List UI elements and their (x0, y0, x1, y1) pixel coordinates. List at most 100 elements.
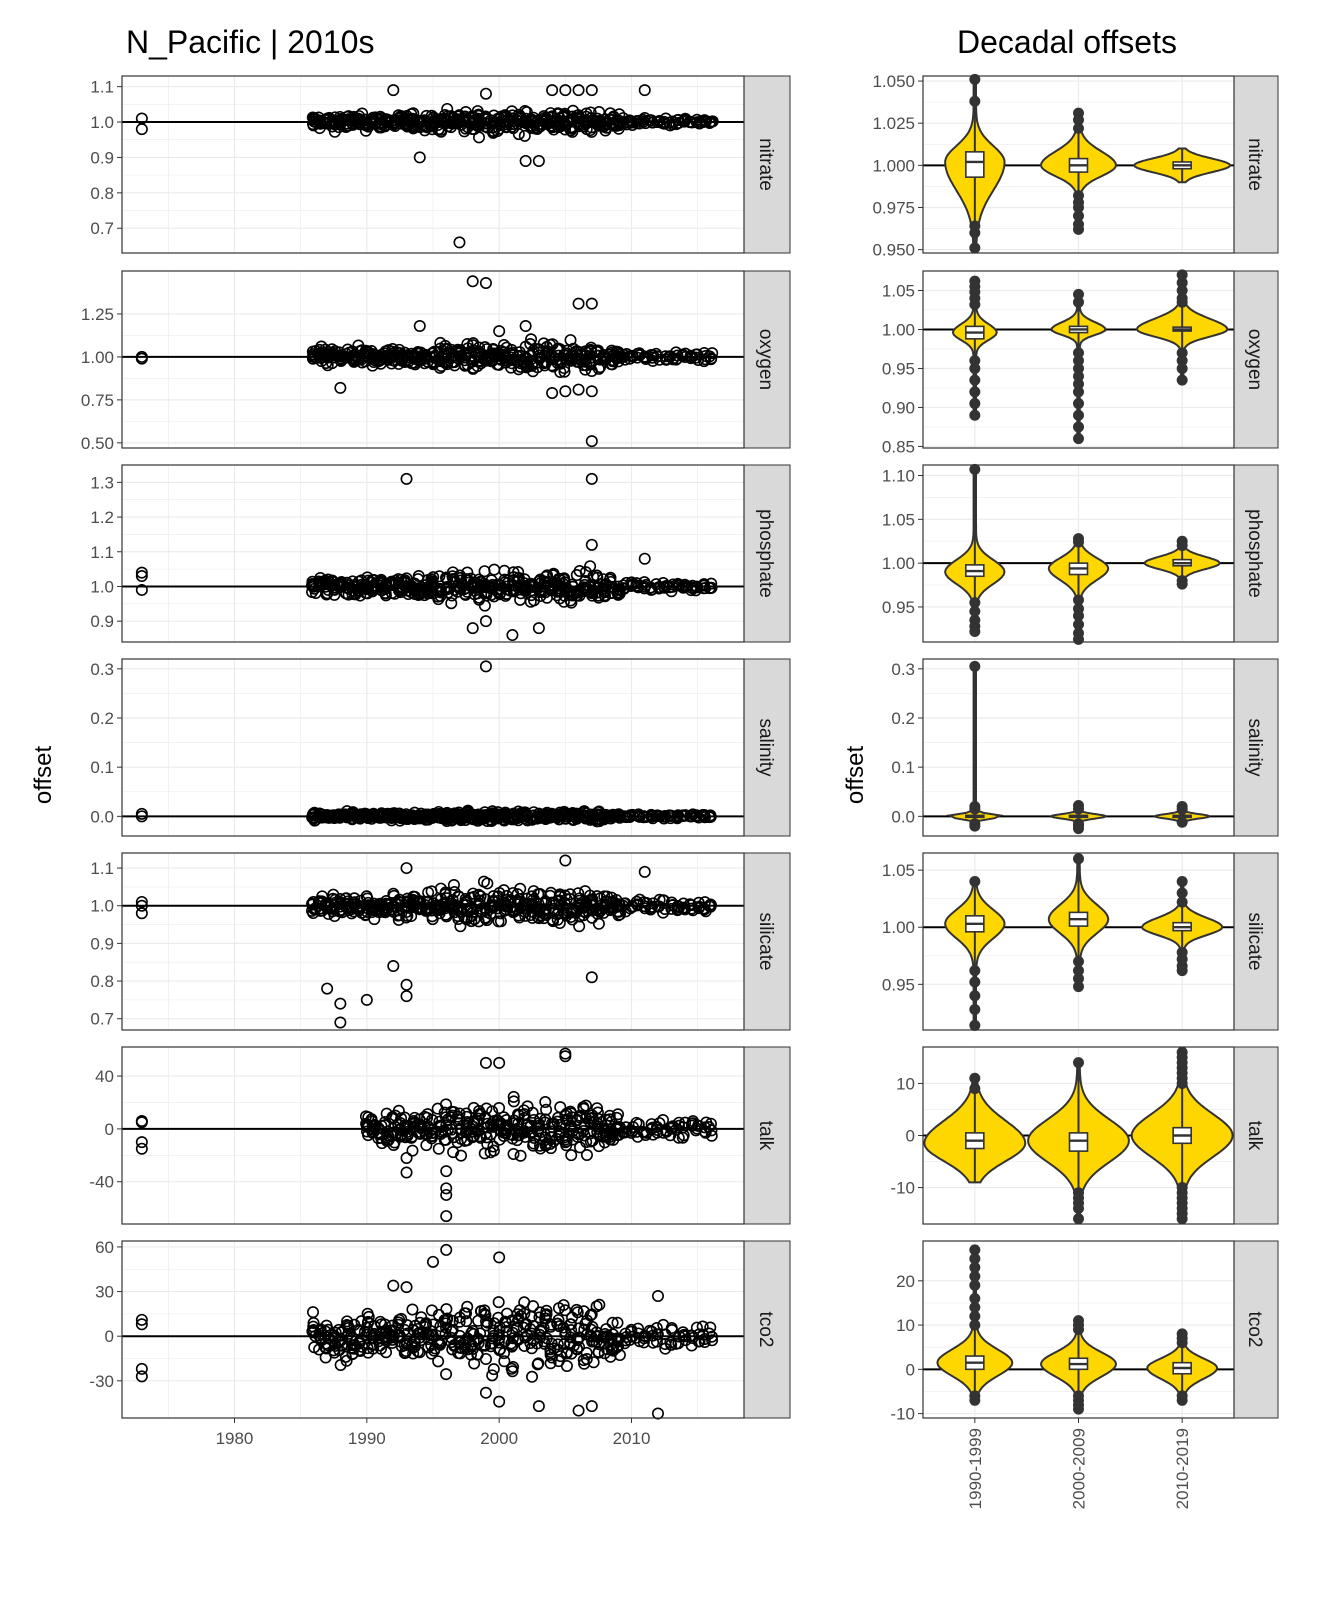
scatter-point (493, 325, 506, 338)
scatter-point (341, 1315, 354, 1328)
scatter-point (459, 582, 472, 595)
scatter-point (135, 112, 148, 125)
scatter-point (697, 809, 710, 822)
right-y-tick-label: 0.95 (882, 975, 915, 994)
boxplot-outlier (969, 1279, 981, 1291)
boxplot-outlier (1176, 1337, 1188, 1349)
right-y-tick-label: 20 (896, 1272, 915, 1291)
left-facet-label-phosphate: phosphate (755, 509, 776, 598)
left-points-salinity (135, 660, 717, 828)
left-y-tick-label: 0 (105, 1327, 114, 1346)
scatter-point (439, 1098, 452, 1111)
boxplot-outlier (969, 965, 981, 977)
scatter-point (637, 810, 650, 823)
scatter-point (558, 365, 571, 378)
scatter-point (597, 1122, 610, 1135)
scatter-point (532, 888, 545, 901)
left-facet-strip (743, 464, 791, 643)
boxplot-outlier (1176, 803, 1188, 815)
right-y-tick-label: 1.05 (882, 281, 915, 300)
left-x-tick-label: 2000 (480, 1429, 518, 1448)
boxplot-outlier (969, 1003, 981, 1015)
scatter-point (438, 1314, 451, 1327)
scatter-point (477, 875, 490, 888)
scatter-point (354, 1344, 367, 1357)
left-panel-silicate: 0.7 0.8 0.9 1.0 1.1 silicate (90, 852, 791, 1031)
scatter-point (532, 1117, 545, 1130)
right-violin-facets: 0.9500.9751.0001.0251.050nitrate0.850.90… (872, 72, 1279, 1509)
scatter-point (512, 909, 525, 922)
scatter-point (512, 128, 525, 141)
scatter-point (445, 597, 458, 610)
boxplot-outlier (1073, 633, 1084, 645)
scatter-point (413, 151, 426, 164)
left-y-tick-label: 1.2 (90, 508, 114, 527)
scatter-point (525, 890, 538, 903)
boxplot-outlier (1073, 190, 1084, 202)
scatter-point (439, 1125, 452, 1138)
scatter-point (559, 854, 572, 867)
scatter-point (572, 887, 585, 900)
boxplot-outlier (1073, 1213, 1084, 1225)
scatter-point (306, 586, 319, 599)
scatter-point (686, 904, 699, 917)
scatter-point (630, 579, 643, 592)
scatter-point (511, 1108, 524, 1121)
scatter-point (135, 899, 148, 912)
scatter-point (479, 354, 492, 367)
scatter-point (584, 560, 597, 573)
left-panel-border (121, 75, 745, 254)
scatter-point (387, 959, 400, 972)
scatter-point (525, 333, 538, 346)
right-panel-salinity: 0.0 0.1 0.2 0.3 salinity (891, 658, 1279, 837)
scatter-point (319, 1351, 332, 1364)
scatter-point (307, 896, 320, 909)
right-y-tick-label: 10 (896, 1316, 915, 1335)
scatter-point (617, 348, 630, 361)
scatter-point (603, 1109, 616, 1122)
scatter-point (400, 1337, 413, 1350)
scatter-point (644, 114, 657, 127)
scatter-point (453, 236, 466, 249)
right-y-tick-label: 0.90 (882, 398, 915, 417)
scatter-point (638, 84, 651, 97)
scatter-point (612, 1108, 625, 1121)
scatter-point (334, 1016, 347, 1029)
scatter-point (645, 810, 658, 823)
boxplot-outlier (969, 1319, 981, 1331)
scatter-point (418, 586, 431, 599)
right-panel-tco2: -10 0 10 20 tco2 1990-1999 2000-2009 2010-2019 (890, 1240, 1279, 1509)
scatter-point (321, 982, 334, 995)
scatter-point (422, 1341, 435, 1354)
scatter-point (398, 1323, 411, 1336)
left-panel-nitrate: 0.7 0.8 0.9 1.0 1.1 nitrate (90, 75, 791, 254)
scatter-point (659, 350, 672, 363)
boxplot-outlier (969, 374, 981, 386)
left-facet-label-tco2: tco2 (755, 1312, 776, 1348)
scatter-point (484, 1146, 497, 1159)
scatter-point (633, 810, 646, 823)
right-facet-label-tco2: tco2 (1244, 1312, 1265, 1348)
left-y-tick-label: 0.8 (90, 184, 114, 203)
right-panel-nitrate: 0.950 0.975 1.000 1.025 1.050 nitrate (872, 72, 1279, 260)
scatter-point (479, 615, 492, 628)
left-y-tick-label: 0.1 (90, 758, 114, 777)
scatter-point (400, 472, 413, 485)
left-y-tick-label: 0.9 (90, 612, 114, 631)
boxplot-outlier (969, 1019, 981, 1031)
left-y-tick-label: 1.00 (81, 348, 114, 367)
scatter-point (365, 1113, 378, 1126)
scatter-point (539, 1096, 552, 1109)
scatter-point (519, 319, 532, 332)
scatter-point (407, 810, 420, 823)
scatter-point (414, 1127, 427, 1140)
right-chart-title: Decadal offsets (957, 24, 1177, 60)
boxplot-outlier (1073, 853, 1084, 865)
scatter-point (307, 578, 320, 591)
scatter-point (518, 129, 531, 142)
right-panel-silicate: 0.95 1.00 1.05 silicate (882, 852, 1279, 1031)
left-y-tick-label: 1.1 (90, 543, 114, 562)
scatter-point (584, 357, 597, 370)
scatter-point (519, 909, 532, 922)
right-y-tick-label: 0.95 (882, 598, 915, 617)
